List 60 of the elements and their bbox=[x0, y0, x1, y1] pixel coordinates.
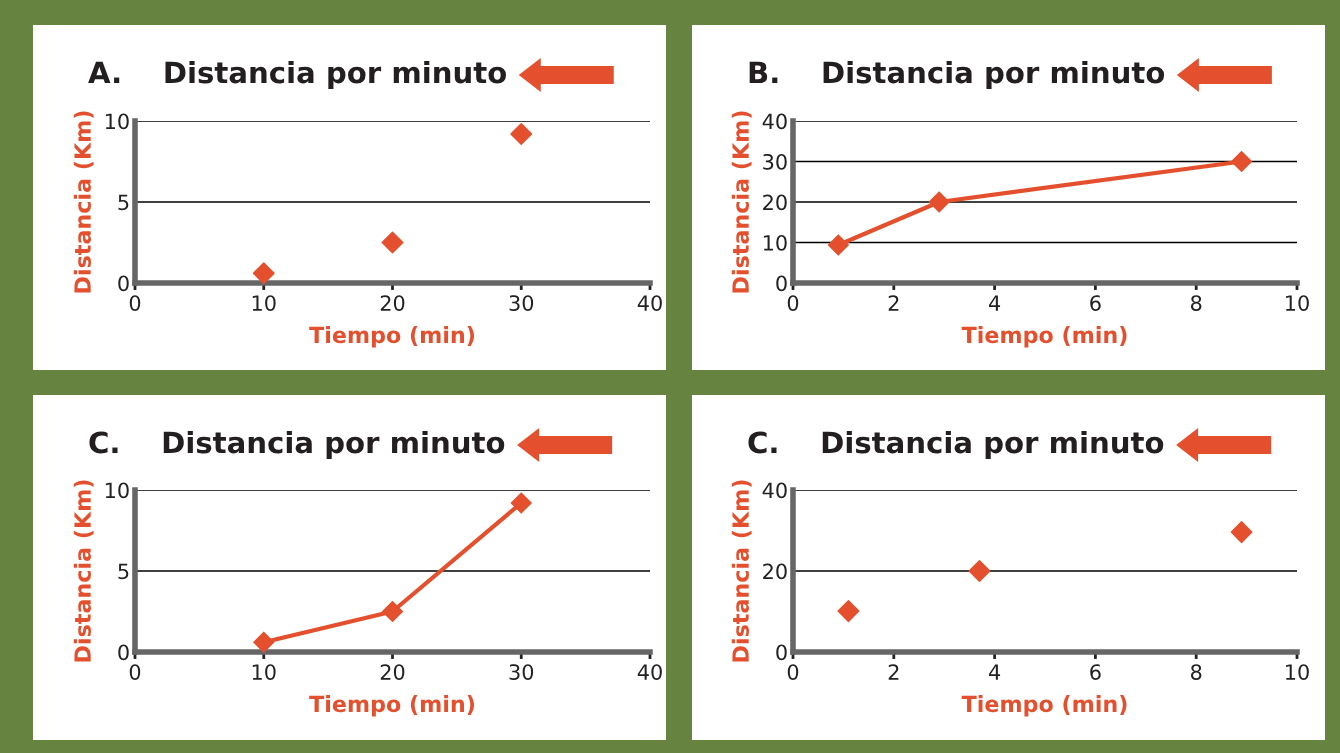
chart-title: C. Distancia por minuto bbox=[748, 430, 1164, 460]
x-tick-label: 0 bbox=[129, 295, 141, 311]
x-tick-label: 10 bbox=[1286, 664, 1309, 680]
point bbox=[928, 191, 950, 213]
x-tick-label: 20 bbox=[380, 295, 405, 311]
x-tick-label: 30 bbox=[509, 295, 534, 311]
x-tick-label: 8 bbox=[1190, 664, 1202, 680]
x-tick-label: 0 bbox=[787, 295, 799, 311]
x-tick-label: 6 bbox=[1090, 295, 1101, 311]
x-axis-title: Tiempo (min) bbox=[309, 326, 474, 348]
point bbox=[510, 492, 532, 514]
x-tick-label: 10 bbox=[252, 664, 276, 680]
chart-title: B. Distancia por minuto bbox=[749, 60, 1165, 90]
point bbox=[827, 234, 849, 256]
point bbox=[968, 560, 991, 582]
x-tick-label: 6 bbox=[1090, 664, 1101, 680]
point bbox=[1230, 521, 1253, 544]
chart-title: A. Distancia por minuto bbox=[88, 60, 506, 90]
x-tick-label: 40 bbox=[637, 295, 662, 311]
y-tick-label: 10 bbox=[105, 482, 129, 499]
y-tick-label: 0 bbox=[776, 275, 787, 292]
x-tick-label: 2 bbox=[888, 295, 899, 311]
point bbox=[837, 600, 860, 623]
y-axis-title: Distancia (Km) bbox=[731, 111, 752, 293]
y-tick-label: 0 bbox=[118, 275, 129, 292]
x-tick-label: 4 bbox=[988, 664, 1001, 680]
x-tick-label: 10 bbox=[252, 295, 276, 311]
y-axis-title: Distancia (Km) bbox=[73, 111, 94, 293]
point bbox=[381, 231, 404, 254]
x-tick-label: 10 bbox=[1286, 295, 1309, 311]
y-axis-title: Distancia (Km) bbox=[731, 480, 752, 662]
x-tick-label: 0 bbox=[787, 664, 799, 680]
y-tick-label: 20 bbox=[763, 194, 787, 211]
y-tick-label: 5 bbox=[118, 563, 129, 580]
point bbox=[252, 262, 275, 285]
chart-title: C. Distancia por minuto bbox=[89, 430, 505, 460]
y-axis-title: Distancia (Km) bbox=[73, 480, 94, 662]
point bbox=[253, 631, 275, 653]
y-tick-label: 30 bbox=[763, 153, 787, 170]
y-tick-label: 40 bbox=[762, 113, 787, 130]
x-axis-title: Tiempo (min) bbox=[961, 326, 1127, 348]
point bbox=[510, 122, 533, 145]
x-tick-label: 2 bbox=[888, 664, 899, 680]
y-tick-label: 0 bbox=[776, 644, 787, 661]
point bbox=[381, 600, 404, 623]
x-tick-label: 8 bbox=[1190, 295, 1202, 311]
x-tick-label: 0 bbox=[129, 664, 141, 680]
x-tick-label: 40 bbox=[637, 664, 662, 680]
y-tick-label: 40 bbox=[762, 482, 787, 499]
x-tick-label: 30 bbox=[509, 664, 534, 680]
x-tick-label: 4 bbox=[988, 295, 1001, 311]
y-tick-label: 5 bbox=[118, 194, 129, 211]
point bbox=[1231, 150, 1253, 173]
x-axis-title: Tiempo (min) bbox=[961, 695, 1127, 717]
y-tick-label: 20 bbox=[763, 563, 787, 580]
x-tick-label: 20 bbox=[380, 664, 405, 680]
y-tick-label: 0 bbox=[118, 644, 129, 661]
y-tick-label: 10 bbox=[763, 234, 787, 251]
x-axis-title: Tiempo (min) bbox=[309, 695, 474, 717]
y-tick-label: 10 bbox=[105, 113, 129, 130]
